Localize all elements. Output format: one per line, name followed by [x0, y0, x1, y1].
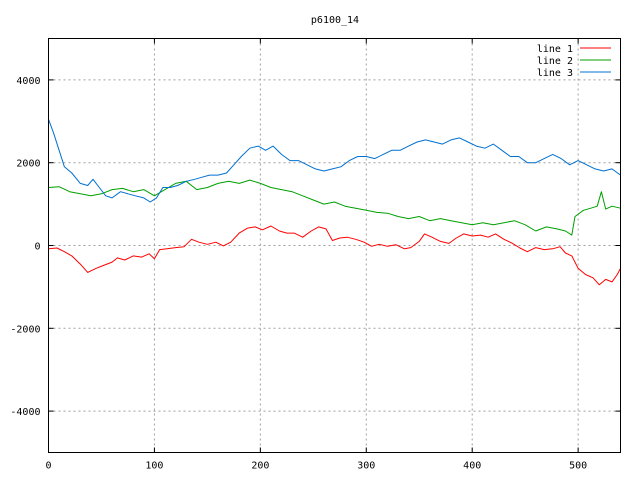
x-tick-label: 400: [463, 461, 481, 472]
x-tick-label: 100: [145, 461, 163, 472]
y-tick-label: 4000: [16, 76, 40, 87]
y-tick-label: -2000: [10, 324, 40, 335]
y-tick-label: 0: [34, 242, 40, 253]
x-tick-label: 0: [45, 461, 51, 472]
x-tick-label: 300: [357, 461, 375, 472]
legend-label-2: line 2: [537, 56, 573, 67]
chart-title: p6100_14: [311, 15, 359, 26]
grid: [48, 38, 621, 453]
legend-label-3: line 3: [537, 68, 573, 79]
legend-label-1: line 1: [537, 44, 573, 55]
x-tick-label: 200: [251, 461, 269, 472]
series-line-2: [48, 179, 621, 236]
x-tick-label: 500: [569, 461, 587, 472]
axes: 0 100 200 300 400 500 -4000 -2000 0 2000 4000: [10, 38, 621, 472]
y-tick-label: 2000: [16, 159, 40, 170]
series-line-3: [48, 119, 621, 203]
y-tick-label: -4000: [10, 407, 40, 418]
plot-frame: [48, 38, 621, 453]
series-line-1: [48, 225, 621, 286]
series-group: [48, 119, 621, 286]
